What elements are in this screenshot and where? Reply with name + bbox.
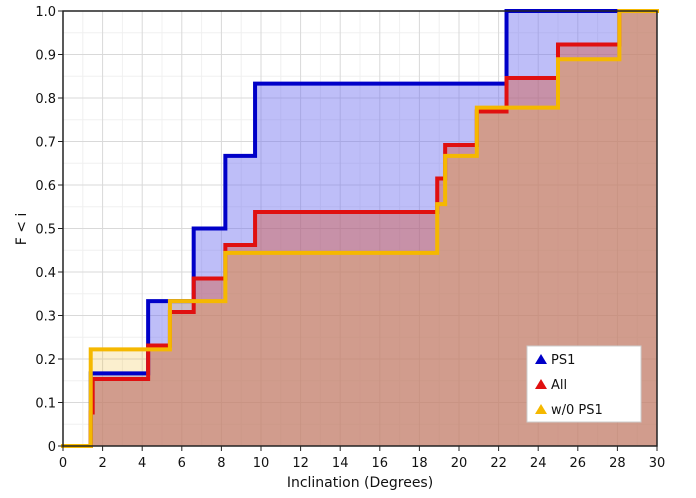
x-tick-label-0: 0 [59, 456, 67, 471]
x-tick-label-20: 20 [451, 456, 468, 471]
y-tick-label-0: 0 [48, 440, 56, 455]
fill-layer [63, 11, 657, 446]
legend-item-wo-ps1: w/0 PS1 [535, 403, 603, 418]
y-tick-label-0-1: 0.1 [35, 397, 56, 412]
x-tick-label-30: 30 [649, 456, 666, 471]
x-tick-label-2: 2 [98, 456, 106, 471]
x-tick-label-24: 24 [530, 456, 547, 471]
x-tick-label-12: 12 [292, 456, 309, 471]
axis-layer: 0 2 4 6 8 10 12 14 16 18 20 22 24 26 28 3000.10.20.30.4… [35, 5, 665, 471]
x-tick-label-6: 6 [178, 456, 186, 471]
y-tick-label-0-6: 0.6 [35, 179, 56, 194]
y-tick-label-0-2: 0.2 [35, 353, 56, 368]
series-line-w-0-ps1 [61, 9, 659, 448]
legend-label-all: All [551, 378, 567, 393]
series-line-ps1 [61, 9, 659, 448]
y-tick-label-0-5: 0.5 [35, 223, 56, 238]
x-tick-label-10: 10 [253, 456, 270, 471]
y-tick-label-0-7: 0.7 [35, 136, 56, 151]
series-fill-ps1 [63, 11, 657, 446]
legend: PS1 All w/0 PS1 [526, 345, 642, 423]
y-axis-label: F < i [14, 213, 30, 246]
x-tick-label-22: 22 [490, 456, 507, 471]
x-tick-label-26: 26 [570, 456, 587, 471]
x-tick-label-28: 28 [609, 456, 626, 471]
legend-label-wo-ps1: w/0 PS1 [551, 403, 603, 418]
x-tick-label-8: 8 [217, 456, 225, 471]
series-line-all [61, 9, 659, 448]
y-tick-label-0-4: 0.4 [35, 266, 56, 281]
series-fill-w-0-ps1 [63, 11, 657, 446]
x-tick-label-14: 14 [332, 456, 349, 471]
legend-marker-ps1 [535, 354, 547, 364]
y-tick-label-0-9: 0.9 [35, 49, 56, 64]
x-axis-label: Inclination (Degrees) [287, 475, 433, 491]
legend-label-ps1: PS1 [551, 353, 575, 368]
x-tick-label-16: 16 [372, 456, 389, 471]
legend-marker-wo-ps1 [535, 404, 547, 414]
line-layer [61, 9, 659, 448]
legend-item-all: All [535, 378, 567, 393]
series-fill-all [63, 11, 657, 446]
legend-marker-all [535, 379, 547, 389]
x-tick-label-4: 4 [138, 456, 146, 471]
y-tick-label-1-0: 1.0 [35, 5, 56, 20]
y-tick-label-0-3: 0.3 [35, 310, 56, 325]
y-tick-label-0-8: 0.8 [35, 92, 56, 107]
x-tick-label-18: 18 [411, 456, 428, 471]
legend-item-ps1: PS1 [535, 353, 575, 368]
legend-box [526, 345, 642, 423]
